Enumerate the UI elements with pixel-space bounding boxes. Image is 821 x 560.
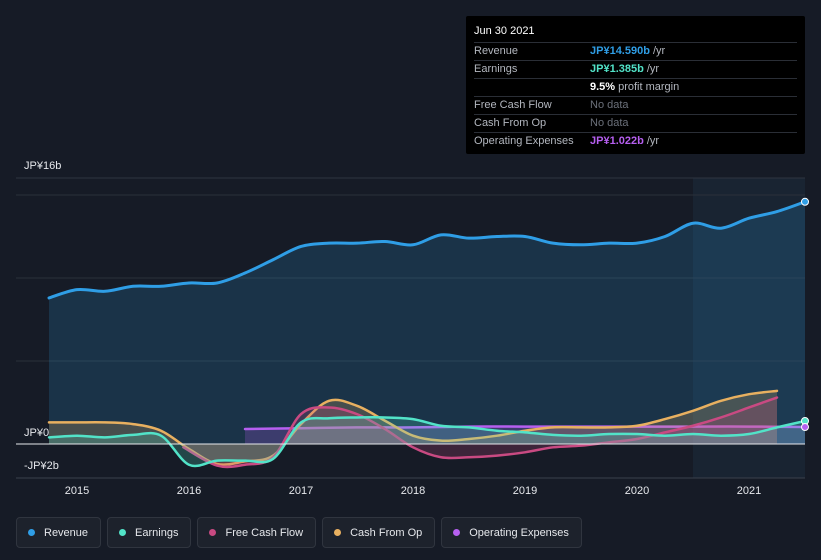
end-marker-layer bbox=[801, 197, 809, 432]
end-marker-operating-expenses bbox=[801, 423, 809, 432]
legend-label: Revenue bbox=[44, 526, 89, 539]
legend-label: Cash From Op bbox=[350, 526, 423, 539]
tooltip-row: 9.5% profit margin bbox=[474, 79, 797, 97]
series-line-earnings bbox=[47, 416, 807, 468]
x-tick-label: 2018 bbox=[401, 485, 425, 497]
x-tick-label: 2015 bbox=[65, 485, 89, 497]
tooltip-row: Cash From Op No data bbox=[474, 115, 797, 133]
series-area-free-cash-flow bbox=[183, 397, 777, 467]
tooltip-date: Jun 30 2021 bbox=[474, 22, 797, 43]
end-marker-revenue bbox=[801, 197, 809, 206]
legend-label: Free Cash Flow bbox=[225, 526, 304, 539]
legend-dot-icon bbox=[28, 529, 35, 536]
tooltip-row-value: No data bbox=[590, 117, 629, 129]
series-area-earnings bbox=[49, 417, 805, 466]
legend-label: Operating Expenses bbox=[469, 526, 569, 539]
tooltip-row-suffix: /yr bbox=[646, 63, 660, 75]
legend-item-revenue[interactable]: Revenue bbox=[16, 517, 102, 548]
tooltip-row-suffix: /yr bbox=[646, 135, 660, 147]
series-area-operating-expenses bbox=[245, 426, 805, 444]
x-tick-label: 2017 bbox=[289, 485, 313, 497]
legend-dot-icon bbox=[334, 529, 342, 536]
series-line-free-cash-flow bbox=[182, 396, 779, 469]
y-label-zero: JP¥0 bbox=[24, 427, 50, 439]
series-area-revenue bbox=[49, 201, 805, 444]
series-line-revenue bbox=[47, 200, 807, 300]
y-label-top: JP¥16b bbox=[24, 160, 62, 172]
legend-item-cash-from-op[interactable]: Cash From Op bbox=[322, 517, 436, 548]
tooltip-row-label: Cash From Op bbox=[474, 117, 547, 129]
legend-dot-icon bbox=[119, 529, 127, 536]
x-tick-label: 2019 bbox=[513, 485, 537, 497]
tooltip-row-label bbox=[474, 79, 590, 96]
tooltip-row-suffix: /yr bbox=[652, 45, 666, 57]
x-tick-layer: 2015 2016 2017 2018 2019 2020 2021 bbox=[65, 485, 761, 497]
legend-label: Earnings bbox=[135, 526, 179, 539]
series-line-operating-expenses bbox=[243, 425, 807, 431]
tooltip-row-value: 9.5% bbox=[590, 81, 616, 93]
tooltip-row-value: JP¥1.385b bbox=[590, 63, 644, 75]
tooltip-row: Revenue JP¥14.590b/yr bbox=[474, 43, 797, 61]
x-tick-label: 2016 bbox=[177, 485, 201, 497]
legend-dot-icon bbox=[209, 529, 217, 536]
legend-dot-icon bbox=[453, 529, 461, 536]
tooltip-row: Free Cash Flow No data bbox=[474, 97, 797, 115]
legend-item-free-cash-flow[interactable]: Free Cash Flow bbox=[197, 517, 317, 548]
series-area-cash-from-op bbox=[49, 390, 777, 465]
series-layer bbox=[47, 200, 807, 469]
tooltip-row-value: JP¥14.590b bbox=[590, 45, 650, 57]
tooltip-row-suffix: profit margin bbox=[618, 81, 680, 93]
tooltip-row-label: Free Cash Flow bbox=[474, 99, 552, 111]
legend-item-operating-expenses[interactable]: Operating Expenses bbox=[441, 517, 582, 548]
legend: Revenue Earnings Free Cash Flow Cash From O… bbox=[16, 517, 582, 548]
series-line-cash-from-op bbox=[47, 389, 779, 466]
y-label-bottom: -JP¥2b bbox=[24, 460, 59, 472]
tooltip-row-label: Revenue bbox=[474, 45, 519, 57]
tooltip-panel: Jun 30 2021 Revenue JP¥14.590b/yr Earnings… bbox=[466, 16, 805, 154]
tooltip-row-label: Operating Expenses bbox=[474, 135, 574, 147]
tooltip-row: Earnings JP¥1.385b/yr bbox=[474, 61, 797, 79]
tooltip-row-value: No data bbox=[590, 99, 629, 111]
tooltip-row-label: Earnings bbox=[474, 63, 518, 75]
tooltip-row-value: JP¥1.022b bbox=[590, 135, 644, 147]
legend-item-earnings[interactable]: Earnings bbox=[107, 517, 192, 548]
tooltip-row: Operating Expenses JP¥1.022b/yr bbox=[474, 133, 797, 150]
x-tick-label: 2021 bbox=[737, 485, 761, 497]
x-tick-label: 2020 bbox=[625, 485, 649, 497]
